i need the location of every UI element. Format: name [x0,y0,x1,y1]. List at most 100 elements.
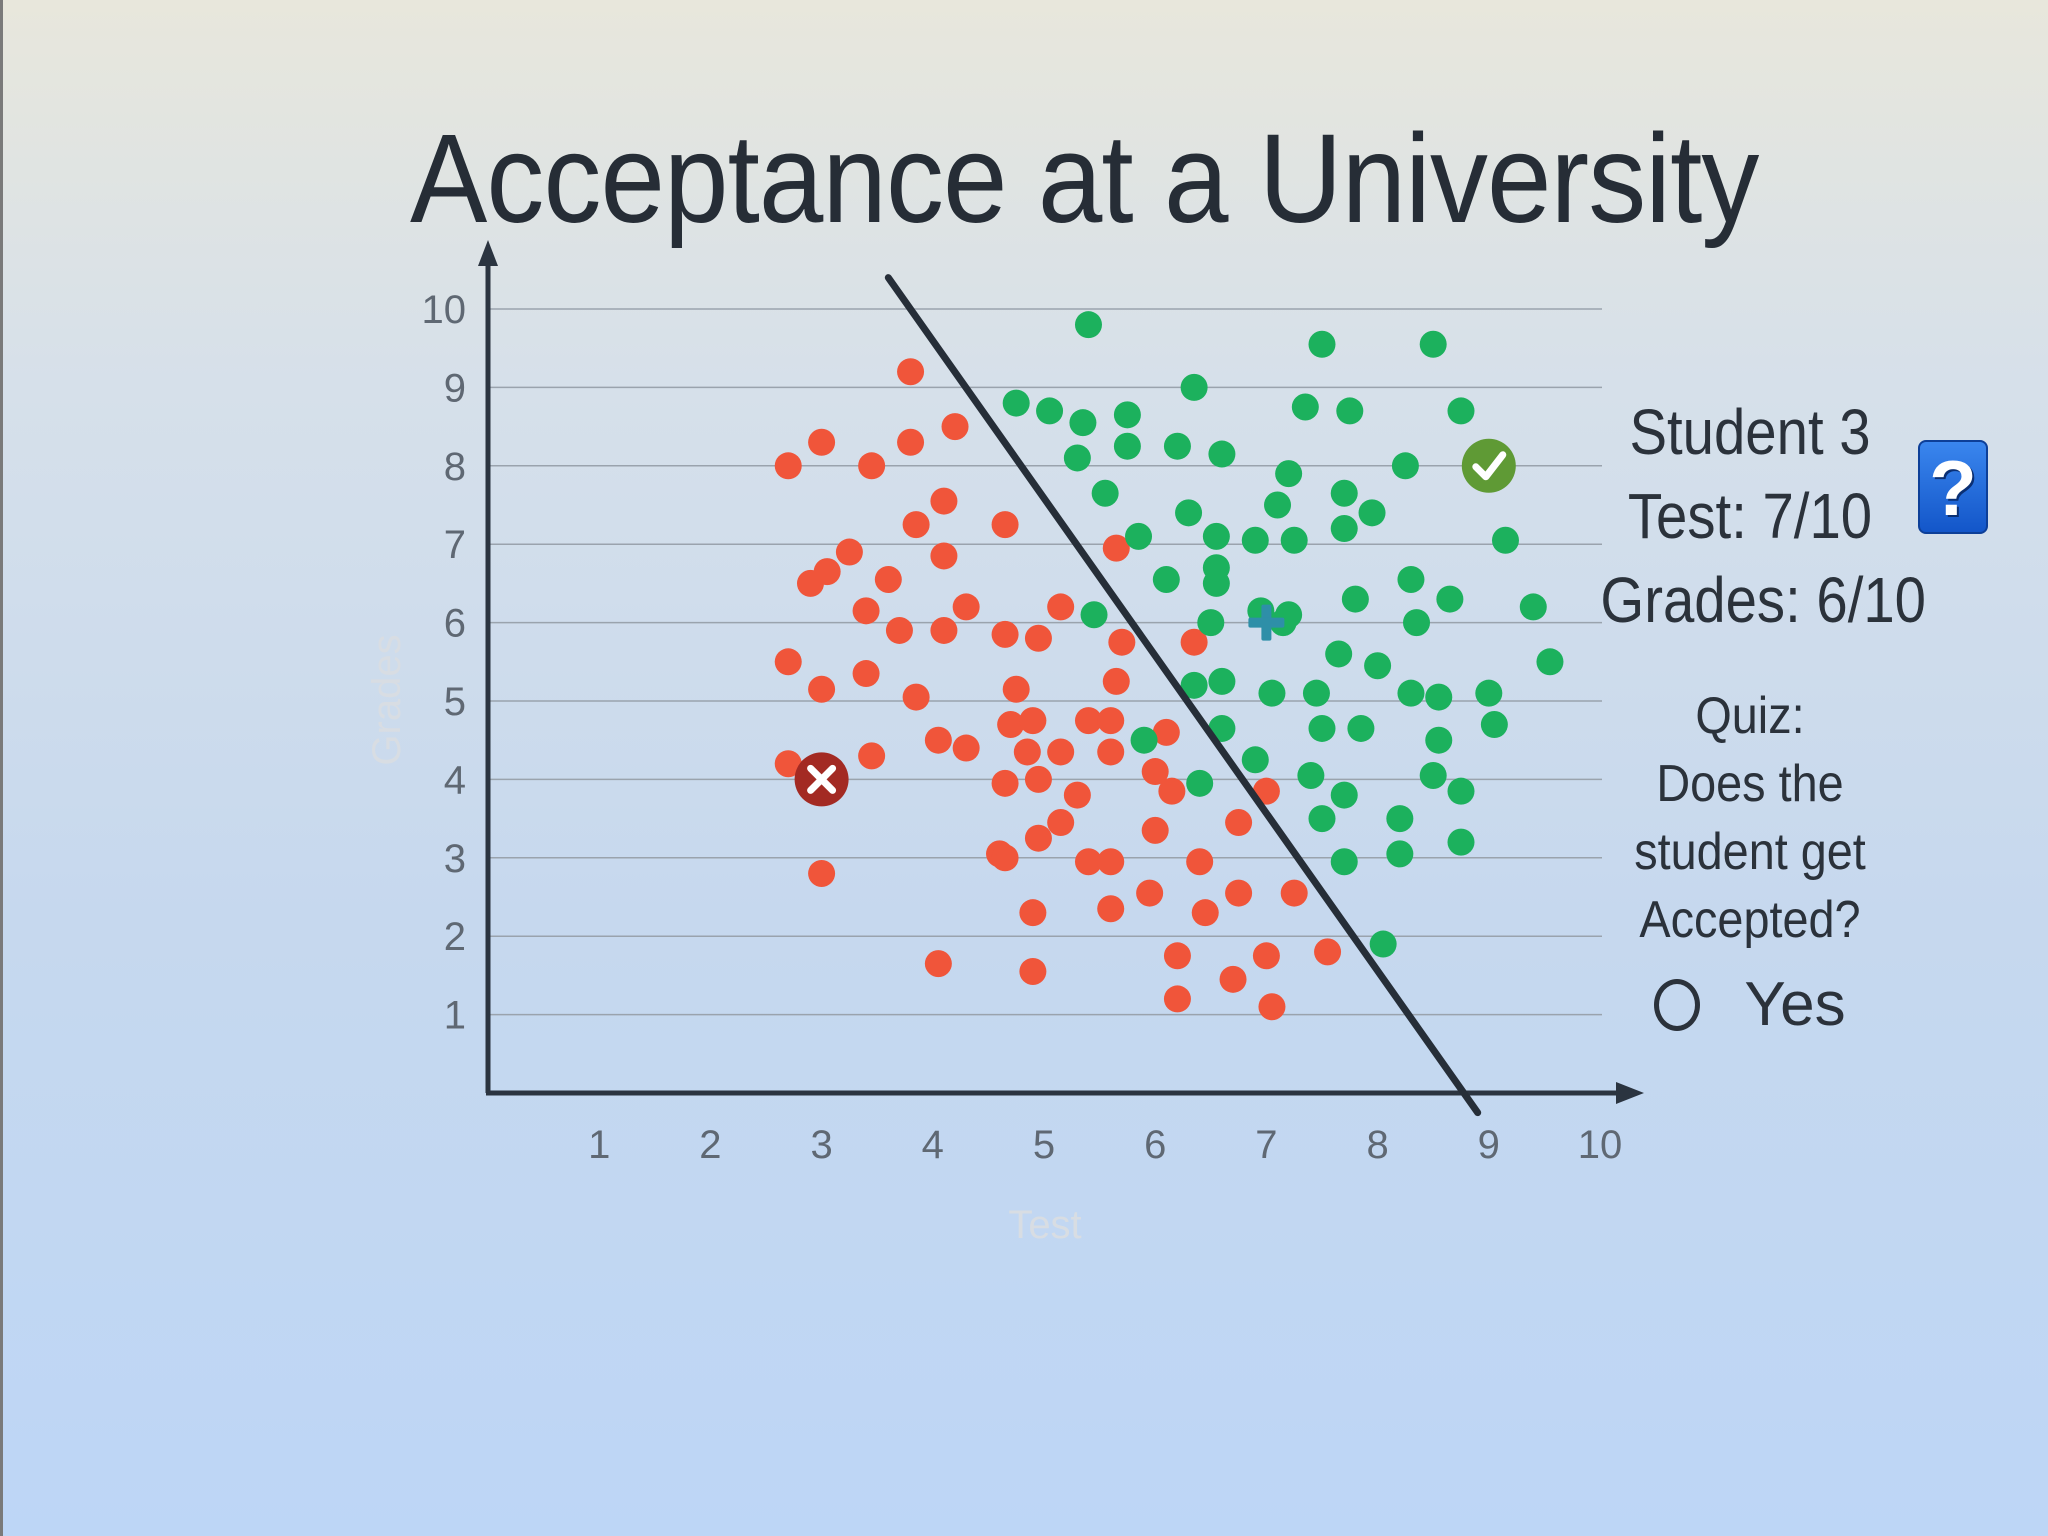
accepted-point [1197,609,1225,637]
rejected-point [991,620,1019,648]
rejected-point [1019,707,1047,735]
accepted-point [1202,554,1230,582]
x-axis-title: Test [1008,1203,1081,1247]
accepted-point [1419,761,1447,789]
rejected-point [930,542,958,570]
rejected-point [952,734,980,762]
y-tick-label: 8 [444,445,466,489]
rejected-point [774,648,802,676]
accepted-point [1080,601,1108,629]
rejected-point [952,593,980,621]
accepted-point [1397,679,1425,707]
accepted-point [1297,761,1325,789]
x-tick-label: 3 [810,1123,832,1167]
rejected-point [852,660,880,688]
accepted-point [1152,565,1180,593]
accepted-point [1074,311,1102,339]
accepted-point [1186,769,1214,797]
accepted-point [1403,609,1431,637]
plus-icon-bar [1248,617,1285,628]
yes-radio-button[interactable] [1654,979,1701,1031]
quiz-title: Quiz: [1695,687,1805,745]
accepted-point [1536,648,1564,676]
x-tick-label: 1 [588,1123,610,1167]
accepted-point [1291,393,1319,421]
rejected-point [991,769,1019,797]
rejected-point [1097,848,1125,876]
accepted-point [1113,432,1141,460]
x-tick-label: 10 [1578,1123,1623,1167]
accepted-point [1175,499,1203,527]
rejected-point [1002,675,1030,703]
accepted-marker [1461,438,1516,493]
check-circle-icon [1461,438,1516,493]
rejected-point [813,558,841,586]
rejected-point [1280,879,1308,907]
student-3-marker [1248,604,1285,641]
accepted-point [1036,397,1064,425]
accepted-point [1391,452,1419,480]
accepted-point [1386,840,1414,868]
accepted-point [1308,714,1336,742]
rejected-point [1219,965,1247,993]
y-tick-label: 2 [444,915,466,959]
rejected-point [858,742,886,770]
accepted-point [1069,409,1097,437]
axes [478,240,1644,1104]
rejected-point [808,859,836,887]
accepted-point [1419,330,1447,358]
rejected-point [1019,899,1047,927]
rejected-point [808,428,836,456]
accepted-point [1258,679,1286,707]
accepted-point [1002,389,1030,417]
rejected-point [991,511,1019,539]
accepted-point [1386,805,1414,833]
rejected-point [1097,895,1125,923]
rejected-point [1136,879,1164,907]
y-tick-label: 3 [444,837,466,881]
rejected-point [930,487,958,515]
x-tick-label: 5 [1033,1123,1055,1167]
rejected-point [897,428,925,456]
rejected-point [941,413,969,441]
y-axis-arrow-icon [478,240,498,266]
rejected-point [1108,628,1136,656]
accepted-point [1480,711,1508,739]
accepted-point [1475,679,1503,707]
window-edge [0,0,3,1536]
accepted-point [1208,440,1236,468]
accepted-point [1241,526,1269,554]
quiz-line-2: student get [1634,823,1866,881]
accepted-point [1241,746,1269,774]
rejected-point [1180,628,1208,656]
x-axis-arrow-icon [1616,1082,1644,1104]
accepted-point [1447,777,1475,805]
rejected-point [930,616,958,644]
rejected-point [902,511,930,539]
rejected-marker [794,752,849,807]
quiz-option-yes[interactable]: Yes [1580,970,1920,1040]
y-tick-label: 10 [422,288,467,332]
page-title: Acceptance at a University [410,108,1759,249]
x-tick-label: 9 [1478,1123,1500,1167]
student-grades: Grades: 6/10 [1600,564,1926,636]
accepted-point [1358,499,1386,527]
rejected-point [1152,718,1180,746]
rejected-point [997,711,1025,739]
rejected-point [1258,993,1286,1021]
accepted-point [1063,444,1091,472]
student-markers [794,438,1516,807]
rejected-point [835,538,863,566]
rejected-point [897,358,925,386]
rejected-point [1019,957,1047,985]
accepted-point [1280,526,1308,554]
student-test-score: Test: 7/10 [1627,480,1873,552]
rejected-point [991,844,1019,872]
help-button[interactable]: ? [1918,440,1988,534]
accepted-point [1091,479,1119,507]
check-mark-icon [1472,451,1507,481]
accepted-point [1330,781,1358,809]
rejected-point [1252,942,1280,970]
student-panel: Student 3 Test: 7/10 Grades: 6/10 Quiz: … [1580,390,1926,1040]
